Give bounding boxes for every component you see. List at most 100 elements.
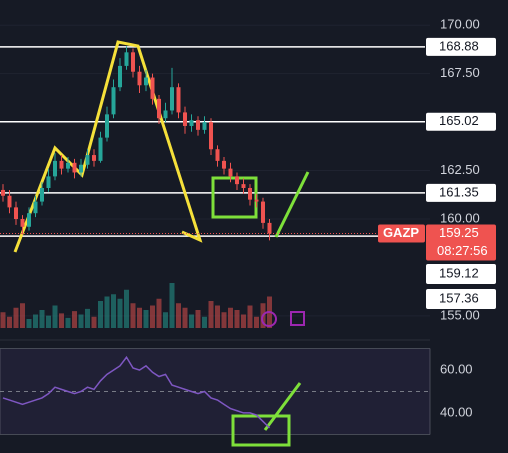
candle-body (85, 155, 90, 165)
volume-bar (91, 316, 97, 328)
volume-bar (39, 310, 45, 328)
candle-body (131, 52, 135, 72)
candle-body (124, 52, 129, 66)
volume-bar (130, 303, 136, 328)
event-icon[interactable] (261, 311, 277, 327)
volume-bar (78, 314, 84, 328)
volume-bar (13, 307, 19, 328)
countdown-label: 08:27:56 (437, 243, 488, 258)
candle-body (241, 184, 246, 189)
candle-body (235, 176, 239, 185)
price-line-label: 165.02 (439, 113, 479, 128)
candle-body (196, 120, 200, 130)
candle-body (254, 199, 259, 202)
candle-body (222, 160, 226, 169)
candle-body (40, 188, 44, 202)
candle-body (228, 168, 233, 177)
candle-body (59, 160, 64, 169)
candle-body (46, 176, 51, 189)
candle-body (150, 77, 155, 99)
price-line-label-box (426, 183, 496, 202)
volume-bar (124, 289, 129, 328)
volume-bar (221, 312, 227, 328)
drawing-zigzag (13, 40, 203, 253)
volume-bar (137, 307, 142, 328)
y-tick-label: 160.00 (440, 210, 480, 225)
y-tick-label: 40.00 (440, 404, 473, 419)
candle-body (163, 110, 168, 119)
price-line-label: 161.35 (439, 184, 479, 199)
volume-bar (65, 317, 71, 328)
volume-bar (72, 311, 77, 328)
volume-bar (195, 310, 201, 328)
y-tick-label: 167.50 (440, 65, 480, 80)
candle-body (14, 207, 18, 220)
candle-body (144, 77, 148, 86)
candle-body (215, 149, 220, 161)
candle-body (209, 122, 213, 150)
volume-bar (104, 296, 110, 328)
candle-body (267, 222, 272, 234)
candle-body (33, 201, 38, 214)
price-line-label: 168.88 (439, 38, 479, 53)
volume-bar (59, 313, 64, 328)
candle-body (157, 98, 161, 119)
price-line-label-box (426, 112, 496, 131)
drawing-box (231, 414, 291, 447)
candle-body (111, 87, 116, 115)
volume-bar (163, 312, 168, 328)
volume-bar (215, 305, 220, 328)
price-label-box (426, 289, 496, 309)
volume-bar (182, 307, 188, 328)
last-price-label: 159.25 (439, 225, 479, 240)
y-tick-label: 162.50 (440, 162, 480, 177)
volume-bar (0, 312, 6, 328)
candle-body (189, 120, 194, 126)
volume-bar (202, 316, 207, 328)
y-tick-label: 170.00 (440, 17, 480, 32)
y-tick-label: 155.00 (440, 307, 480, 322)
candle-body (248, 188, 252, 200)
volume-bar (26, 319, 32, 328)
volume-bar (33, 314, 38, 328)
volume-bar (234, 310, 240, 328)
price-label-box (426, 264, 496, 284)
volume-bar (247, 305, 253, 328)
volume-bar (156, 298, 162, 328)
drawing-line (274, 171, 310, 238)
price-label: 157.36 (439, 290, 479, 305)
candle-body (1, 189, 5, 196)
candle-body (261, 201, 265, 223)
candle-body (170, 87, 174, 111)
candle-body (79, 164, 83, 173)
candle-body (20, 219, 25, 227)
price-line-label-box (426, 37, 496, 56)
volume-bar (7, 316, 12, 328)
volume-bar (228, 307, 233, 328)
volume-bar (117, 298, 123, 328)
volume-bar (241, 314, 246, 328)
volume-bar (52, 305, 58, 328)
volume-bar (98, 301, 103, 328)
candle-body (72, 162, 77, 173)
volume-bar (20, 303, 25, 328)
volume-bar (189, 314, 194, 328)
volume-bar (176, 303, 181, 328)
candle-body (7, 195, 12, 208)
earnings-icon[interactable] (290, 311, 305, 326)
volume-bar (169, 283, 175, 328)
volume-bar (143, 310, 149, 328)
volume-bar (85, 308, 90, 328)
volume-bar (46, 315, 51, 328)
candle-body (66, 162, 70, 169)
last-price-box (426, 224, 496, 261)
candle-body (27, 213, 31, 227)
price-label: 159.12 (439, 265, 479, 280)
candle-body (53, 160, 57, 177)
volume-bar (208, 301, 214, 328)
candle-body (183, 112, 187, 126)
candle-body (92, 155, 96, 161)
symbol-box (378, 224, 425, 243)
